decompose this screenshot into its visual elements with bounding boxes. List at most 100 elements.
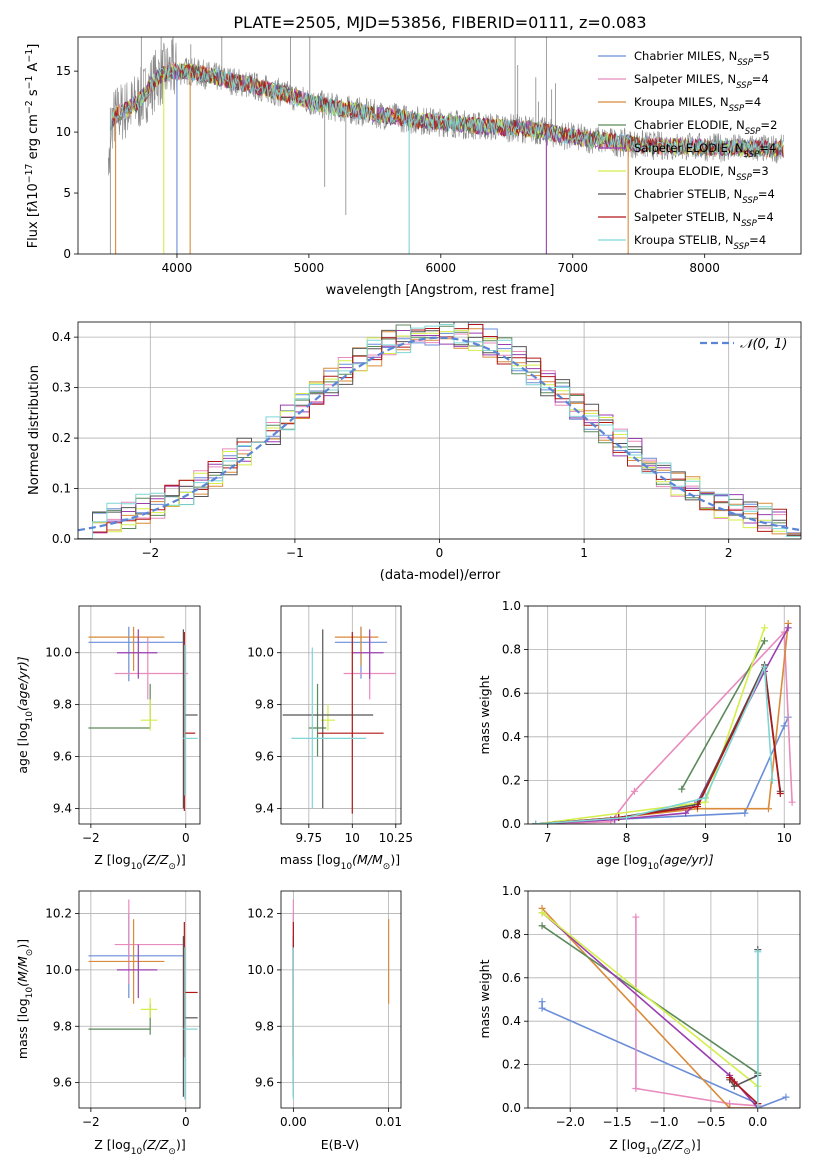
x-axis-label-text: age [log10(age/yr)] bbox=[596, 852, 713, 872]
mass-weight-marker bbox=[532, 820, 540, 824]
x-axis-label-text: mass [log10(M/M⊙)] bbox=[280, 852, 400, 872]
y-tick-label: 9.6 bbox=[255, 750, 274, 764]
axes-frame bbox=[527, 890, 801, 1109]
x-tick-label: 7 bbox=[544, 831, 552, 845]
y-tick-label: 9.8 bbox=[255, 1019, 274, 1033]
x-tick-label: 10.25 bbox=[379, 831, 413, 845]
y-tick-label: 0.4 bbox=[502, 730, 521, 744]
x-tick-label: −1.0 bbox=[649, 1115, 678, 1129]
legend-eq: = bbox=[752, 72, 762, 86]
x-axis-label-text: Z [log10(Z/Z⊙)] bbox=[94, 852, 185, 872]
y-axis-label-text: mass [log10(M/M⊙)] bbox=[15, 939, 35, 1059]
mass-weight-marker bbox=[754, 1104, 762, 1108]
x-tick-label: 1 bbox=[580, 546, 588, 560]
mass-weight-series bbox=[541, 907, 758, 1108]
legend-model-name: Kroupa MILES bbox=[634, 95, 713, 109]
figure-title: PLATE=2505, MJD=53856, FIBERID=0111, z=0… bbox=[233, 13, 646, 32]
x-axis-label: E(B-V) bbox=[321, 1137, 360, 1152]
y-axis-label-part: ⊙ bbox=[25, 949, 35, 957]
x-tick-label: 0.0 bbox=[748, 1115, 767, 1129]
axes-frame bbox=[280, 605, 402, 825]
legend-model-name: Chabrier STELIB bbox=[634, 187, 726, 201]
legend-eq: = bbox=[749, 233, 759, 247]
mass-weight-marker bbox=[741, 809, 749, 817]
mass-weight-series bbox=[635, 917, 758, 1107]
legend-nssp: 4 bbox=[754, 95, 761, 109]
legend-nssp: 4 bbox=[768, 187, 775, 201]
x-axis-label-part: Z [log bbox=[94, 1137, 130, 1152]
legend-label: Salpeter ELODIE, NSSP=4 bbox=[634, 141, 776, 160]
x-tick-label: 8 bbox=[623, 831, 631, 845]
x-axis-label-part: Z [log bbox=[609, 1137, 645, 1152]
y-tick-label: 9.8 bbox=[53, 1019, 72, 1033]
x-axis-label-part: (Z/Z bbox=[142, 852, 169, 867]
y-tick-label: 9.8 bbox=[53, 698, 72, 712]
legend-nssp: 4 bbox=[769, 141, 776, 155]
x-axis-label-part: 10 bbox=[646, 1147, 658, 1157]
legend-model-name: Salpeter STELIB bbox=[634, 210, 725, 224]
x-axis-label-part: (Z/Z bbox=[142, 1137, 169, 1152]
y-tick-label: 10.2 bbox=[247, 907, 274, 921]
y-tick-label: 0.4 bbox=[502, 1014, 521, 1028]
x-axis-label-part: age [log bbox=[596, 852, 647, 867]
y-tick-label: 10.0 bbox=[247, 646, 274, 660]
plot-area bbox=[88, 899, 198, 1100]
x-axis-label-part: 10 bbox=[648, 862, 660, 872]
x-tick-label: 7000 bbox=[557, 261, 588, 275]
x-axis-label-part: mass [log bbox=[280, 852, 341, 867]
x-axis-label-part: 10 bbox=[341, 862, 353, 872]
x-tick-label: 0 bbox=[182, 1115, 190, 1129]
plot-area bbox=[538, 904, 790, 1108]
mass-weight-marker bbox=[682, 809, 690, 817]
mass-weight-marker bbox=[730, 1078, 738, 1086]
x-axis-label: age [log10(age/yr)] bbox=[596, 852, 713, 872]
axes-frame bbox=[77, 36, 802, 255]
chart-age_vs_Z: −2 09.49.69.810.0Z [log10(Z/Z⊙)]age [log1… bbox=[15, 605, 201, 872]
mass-weight-marker bbox=[776, 789, 784, 797]
x-axis-label-text: Z [log10(Z/Z⊙)] bbox=[609, 1137, 700, 1157]
y-axis-label-part: −17 bbox=[24, 163, 35, 183]
mass-weight-marker bbox=[761, 663, 769, 671]
x-tick-label: 6000 bbox=[426, 261, 457, 275]
legend-eq: = bbox=[752, 164, 762, 178]
legend-sub: SSP bbox=[744, 150, 760, 160]
plot-area bbox=[532, 619, 796, 824]
legend-sub: SSP bbox=[736, 81, 752, 91]
legend-sub: SSP bbox=[736, 173, 752, 183]
mass-weight-marker bbox=[623, 813, 631, 821]
axes-frame bbox=[78, 890, 201, 1109]
y-axis-label-part: ] bbox=[26, 44, 41, 49]
mass-weight-marker bbox=[632, 913, 640, 921]
legend-model-name: Salpeter MILES bbox=[634, 72, 720, 86]
y-axis-label-part: s bbox=[26, 89, 41, 100]
y-axis-label-part: −2 bbox=[24, 100, 35, 114]
x-axis-label-part: Z [log bbox=[94, 852, 130, 867]
x-tick-label: 0 bbox=[436, 546, 444, 560]
x-axis-label: (data-model)/error bbox=[380, 568, 501, 583]
x-axis-label-part: (Z/Z bbox=[657, 1137, 684, 1152]
legend-nssp: 4 bbox=[761, 72, 768, 86]
mass-weight-series bbox=[535, 623, 789, 824]
x-tick-label: 9.75 bbox=[295, 831, 322, 845]
legend-sub: SSP bbox=[742, 196, 758, 206]
legend-label: Kroupa STELIB, NSSP=4 bbox=[634, 233, 766, 252]
legend-model-name: Kroupa STELIB bbox=[634, 233, 718, 247]
legend-sub: SSP bbox=[737, 58, 753, 68]
legend-model-name: Chabrier MILES bbox=[634, 49, 721, 63]
mass-weight-marker bbox=[694, 803, 702, 811]
legend-label: Salpeter STELIB, NSSP=4 bbox=[634, 210, 774, 229]
mass-weight-series bbox=[541, 912, 759, 1087]
legend-nssp: 4 bbox=[759, 233, 766, 247]
y-tick-label: 10.2 bbox=[45, 907, 72, 921]
x-axis-label-part: )] bbox=[691, 1137, 701, 1152]
mass-weight-marker bbox=[538, 1004, 546, 1012]
y-tick-label: 10.0 bbox=[45, 963, 72, 977]
y-tick-label: 0.0 bbox=[52, 532, 71, 546]
y-axis-label: Flux [fλ10−17 erg cm−2 s−1 A−1] bbox=[24, 44, 42, 249]
legend-sep: , N bbox=[718, 233, 734, 247]
x-axis-label: wavelength [Angstrom, rest frame] bbox=[326, 283, 555, 298]
mass-weight-marker bbox=[754, 948, 762, 956]
x-axis-label-part: ⊙ bbox=[168, 862, 176, 872]
x-tick-label: 10 bbox=[777, 831, 792, 845]
